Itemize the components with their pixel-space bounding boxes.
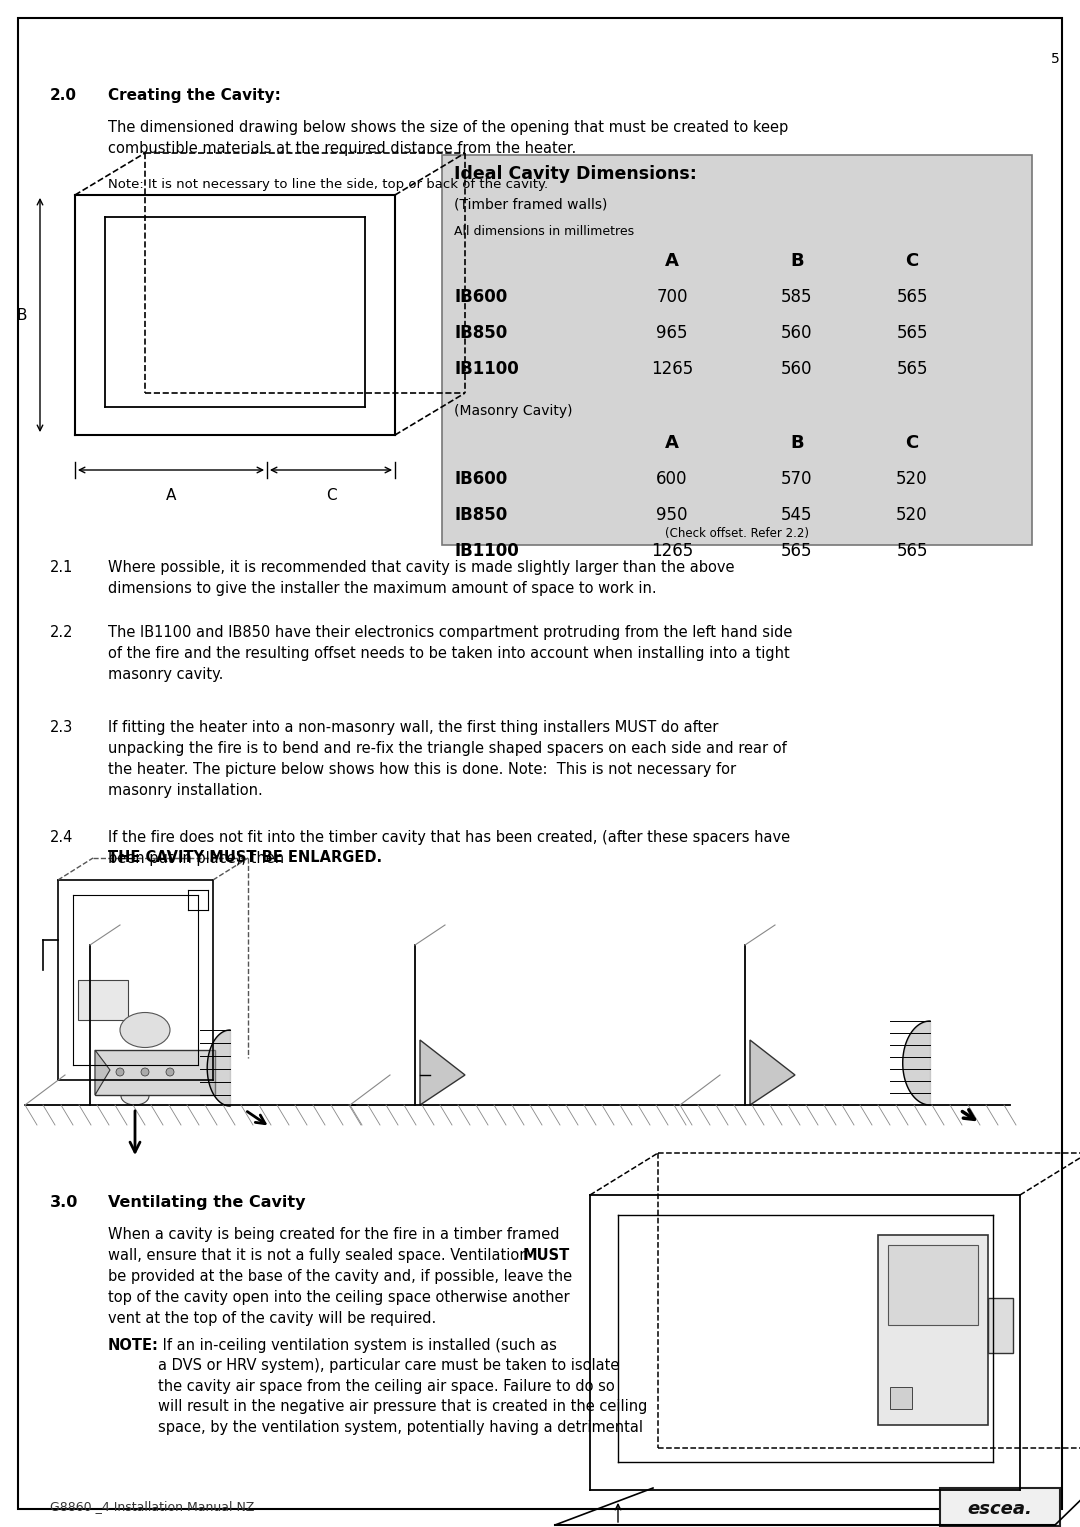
Text: IB600: IB600 xyxy=(454,289,508,305)
Text: 520: 520 xyxy=(896,505,928,524)
Text: If an in-ceiling ventilation system is installed (such as
a DVS or HRV system), : If an in-ceiling ventilation system is i… xyxy=(158,1338,647,1434)
Text: C: C xyxy=(905,434,919,452)
Text: 585: 585 xyxy=(781,289,813,305)
Text: 560: 560 xyxy=(781,360,813,379)
Text: IB600: IB600 xyxy=(454,470,508,489)
Ellipse shape xyxy=(121,1087,149,1106)
Text: C: C xyxy=(326,489,336,502)
Text: B: B xyxy=(17,307,27,322)
Text: Note: It is not necessary to line the side, top or back of the cavity.: Note: It is not necessary to line the si… xyxy=(108,179,549,191)
Text: 2.2: 2.2 xyxy=(50,625,73,640)
Text: G8860 _4 Installation Manual NZ: G8860 _4 Installation Manual NZ xyxy=(50,1500,255,1513)
Text: THE CAVITY MUST BE ENLARGED.: THE CAVITY MUST BE ENLARGED. xyxy=(108,851,382,864)
Text: 700: 700 xyxy=(657,289,688,305)
Bar xyxy=(95,1051,215,1095)
Text: 570: 570 xyxy=(781,470,813,489)
Text: If fitting the heater into a non-masonry wall, the first thing installers MUST d: If fitting the heater into a non-masonry… xyxy=(108,721,786,799)
Text: C: C xyxy=(905,252,919,270)
Bar xyxy=(890,1387,912,1409)
Text: 2.1: 2.1 xyxy=(50,560,73,576)
Text: 600: 600 xyxy=(657,470,688,489)
Text: 565: 565 xyxy=(781,542,813,560)
Bar xyxy=(78,980,129,1020)
Text: A: A xyxy=(665,434,679,452)
Text: 565: 565 xyxy=(896,542,928,560)
Text: 565: 565 xyxy=(896,360,928,379)
Circle shape xyxy=(166,1067,174,1077)
Text: escea.: escea. xyxy=(968,1500,1032,1518)
Polygon shape xyxy=(750,1040,795,1106)
Text: Ventilating the Cavity: Ventilating the Cavity xyxy=(108,1196,306,1209)
Text: NOTE:: NOTE: xyxy=(108,1338,159,1353)
Text: wall, ensure that it is not a fully sealed space. Ventilation: wall, ensure that it is not a fully seal… xyxy=(108,1248,534,1263)
Text: IB1100: IB1100 xyxy=(454,360,518,379)
Text: 565: 565 xyxy=(896,324,928,342)
Text: 545: 545 xyxy=(781,505,813,524)
Text: A: A xyxy=(665,252,679,270)
Text: If the fire does not fit into the timber cavity that has been created, (after th: If the fire does not fit into the timber… xyxy=(108,831,791,866)
Text: 5: 5 xyxy=(1051,52,1059,66)
Text: All dimensions in millimetres: All dimensions in millimetres xyxy=(454,224,634,238)
Text: 560: 560 xyxy=(781,324,813,342)
Text: 1265: 1265 xyxy=(651,360,693,379)
Text: be provided at the base of the cavity and, if possible, leave the: be provided at the base of the cavity an… xyxy=(108,1269,572,1284)
Text: vent at the top of the cavity will be required.: vent at the top of the cavity will be re… xyxy=(108,1312,436,1325)
Text: (Masonry Cavity): (Masonry Cavity) xyxy=(454,405,572,418)
Text: The IB1100 and IB850 have their electronics compartment protruding from the left: The IB1100 and IB850 have their electron… xyxy=(108,625,793,683)
Text: When a cavity is being created for the fire in a timber framed: When a cavity is being created for the f… xyxy=(108,1228,559,1241)
Text: B: B xyxy=(791,434,804,452)
Bar xyxy=(988,1298,1013,1353)
Text: (Check offset. Refer 2.2): (Check offset. Refer 2.2) xyxy=(665,527,809,541)
Text: B: B xyxy=(791,252,804,270)
Bar xyxy=(878,1235,988,1425)
Text: IB1100: IB1100 xyxy=(454,542,518,560)
Text: 950: 950 xyxy=(657,505,688,524)
Text: 565: 565 xyxy=(896,289,928,305)
Text: Where possible, it is recommended that cavity is made slightly larger than the a: Where possible, it is recommended that c… xyxy=(108,560,734,596)
Text: 965: 965 xyxy=(657,324,688,342)
Text: 2.4: 2.4 xyxy=(50,831,73,844)
Text: A: A xyxy=(166,489,176,502)
Text: top of the cavity open into the ceiling space otherwise another: top of the cavity open into the ceiling … xyxy=(108,1290,569,1306)
Bar xyxy=(940,1487,1059,1525)
Text: 2.3: 2.3 xyxy=(50,721,73,734)
Text: IB850: IB850 xyxy=(454,505,508,524)
Text: MUST: MUST xyxy=(523,1248,570,1263)
Text: 3.0: 3.0 xyxy=(50,1196,79,1209)
Polygon shape xyxy=(95,1051,110,1095)
Bar xyxy=(888,1245,978,1325)
Bar xyxy=(442,156,1032,545)
Text: Ideal Cavity Dimensions:: Ideal Cavity Dimensions: xyxy=(454,165,697,183)
Text: The dimensioned drawing below shows the size of the opening that must be created: The dimensioned drawing below shows the … xyxy=(108,121,788,156)
Text: (Timber framed walls): (Timber framed walls) xyxy=(454,197,607,211)
Ellipse shape xyxy=(120,1012,170,1048)
Text: 520: 520 xyxy=(896,470,928,489)
Text: IB850: IB850 xyxy=(454,324,508,342)
Text: 2.0: 2.0 xyxy=(50,89,77,102)
Text: Creating the Cavity:: Creating the Cavity: xyxy=(108,89,281,102)
Circle shape xyxy=(141,1067,149,1077)
Polygon shape xyxy=(420,1040,465,1106)
Circle shape xyxy=(116,1067,124,1077)
Text: 1265: 1265 xyxy=(651,542,693,560)
